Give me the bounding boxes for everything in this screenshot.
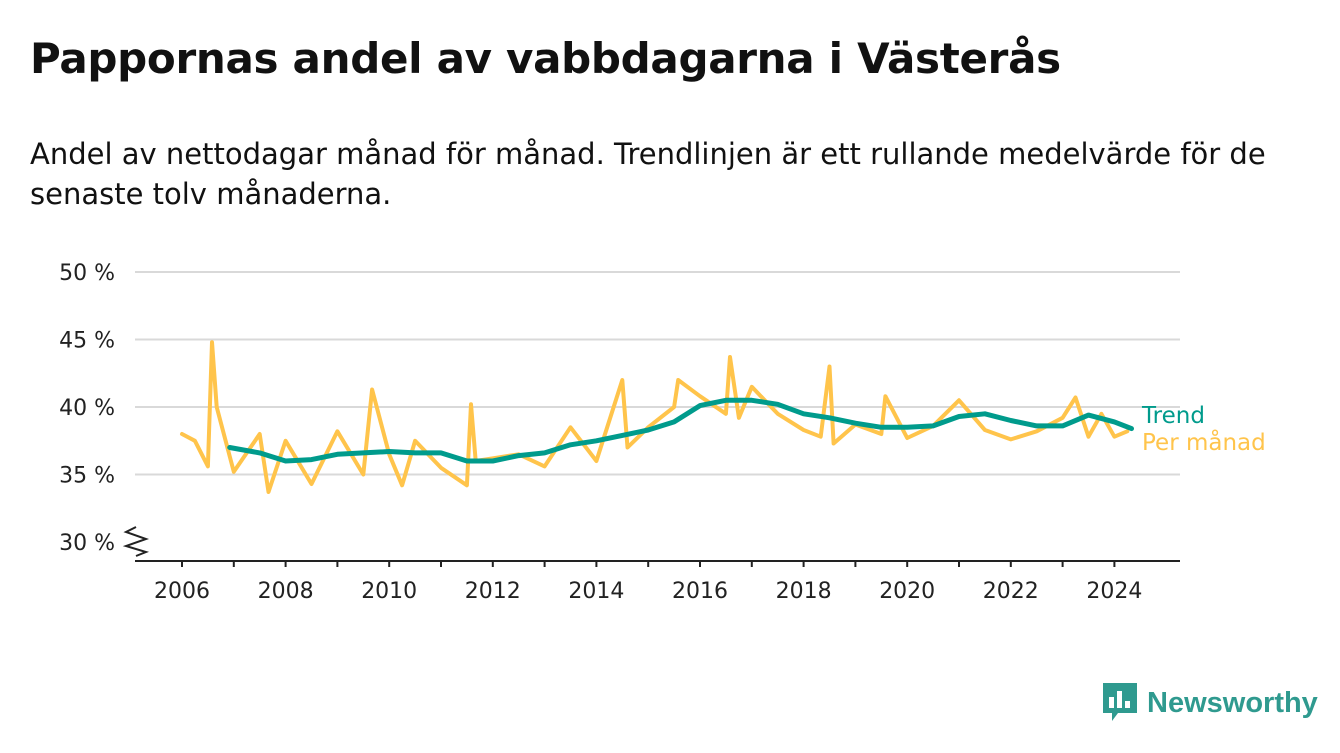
y-tick-label: 45 % — [59, 329, 115, 354]
x-tick-label: 2012 — [465, 579, 521, 604]
x-tick-label: 2020 — [879, 579, 935, 604]
newsworthy-logo-icon — [1103, 683, 1137, 721]
x-tick-label: 2006 — [154, 579, 210, 604]
chart-subtitle: Andel av nettodagar månad för månad. Tre… — [30, 137, 1266, 211]
y-tick-label: 35 % — [59, 464, 115, 489]
series-lines — [180, 340, 1134, 494]
x-tick-label: 2022 — [983, 579, 1039, 604]
x-axis: 2006 2008 2010 2012 2014 2016 2018 2020 2022 2024 — [135, 560, 1180, 604]
legend-trend-label: Trend — [1141, 403, 1205, 429]
gridlines — [135, 271, 1180, 476]
x-tick-label: 2016 — [672, 579, 728, 604]
newsworthy-logo: Newsworthy — [1103, 683, 1318, 723]
y-tick-label: 30 % — [59, 531, 115, 556]
x-tick-label: 2014 — [568, 579, 624, 604]
y-tick-label: 50 % — [59, 261, 115, 286]
y-axis-ticks: 30 % 35 % 40 % 45 % 50 % — [59, 261, 150, 557]
y-axis-break — [122, 526, 150, 557]
chart-title: Pappornas andel av vabbdagarna i Västerå… — [30, 34, 1061, 83]
brand-name: Newsworthy — [1147, 686, 1318, 719]
x-tick-label: 2008 — [258, 579, 314, 604]
x-tick-label: 2018 — [776, 579, 832, 604]
y-tick-label: 40 % — [59, 396, 115, 421]
x-tick-label: 2024 — [1086, 579, 1142, 604]
legend-monthly-label: Per månad — [1142, 428, 1266, 456]
x-tick-label: 2010 — [361, 579, 417, 604]
monthly-line — [180, 340, 1130, 494]
trend-line — [227, 397, 1134, 464]
